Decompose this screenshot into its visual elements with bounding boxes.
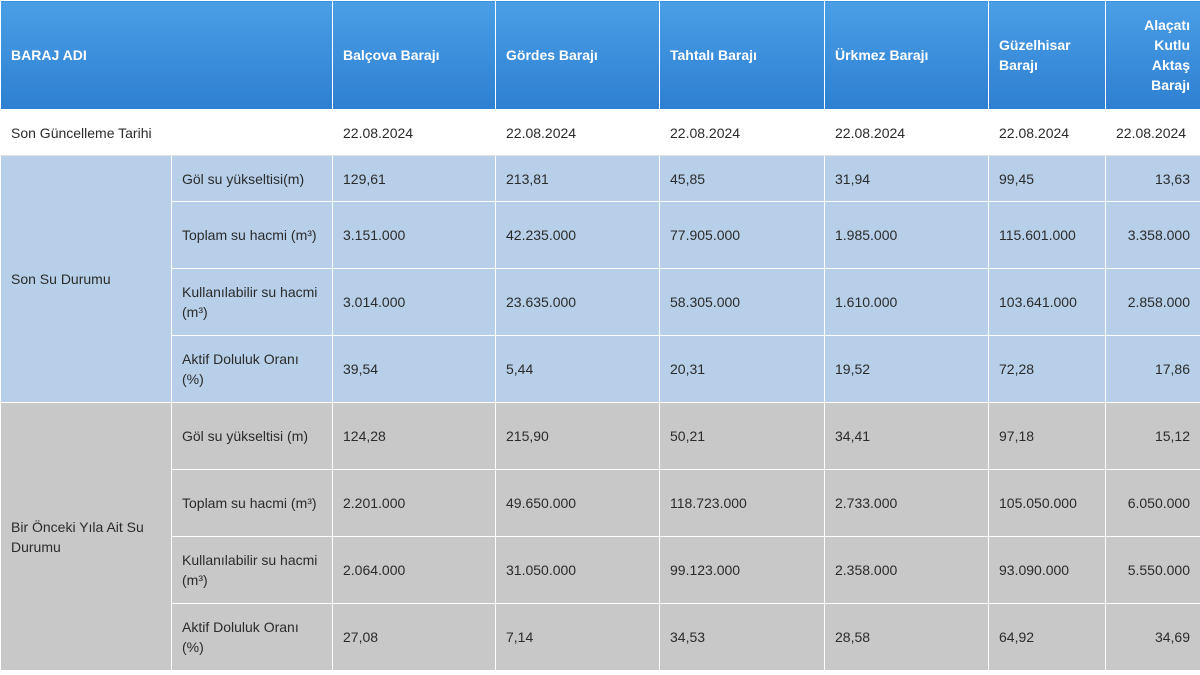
row-label: Toplam su hacmi (m³) <box>171 469 333 537</box>
date-cell: 22.08.2024 <box>988 109 1106 156</box>
value-cell: 39,54 <box>332 335 496 403</box>
table-row: Aktif Doluluk Oranı (%) 27,08 7,14 34,53… <box>1 603 1200 671</box>
value-cell: 34,41 <box>824 402 989 470</box>
value-cell: 115.601.000 <box>988 201 1106 269</box>
value-cell: 215,90 <box>495 402 660 470</box>
row-label: Göl su yükseltisi (m) <box>171 402 333 470</box>
value-cell: 6.050.000 <box>1105 469 1200 537</box>
value-cell: 2.858.000 <box>1105 268 1200 336</box>
date-cell: 22.08.2024 <box>332 109 496 156</box>
dam-header-guzelhisar: Güzelhisar Barajı <box>988 0 1106 110</box>
row-label: Kullanılabilir su hacmi (m³) <box>171 268 333 336</box>
value-cell: 2.201.000 <box>332 469 496 537</box>
value-cell: 3.151.000 <box>332 201 496 269</box>
value-cell: 118.723.000 <box>659 469 825 537</box>
value-cell: 99,45 <box>988 155 1106 202</box>
previous-year-group-label: Bir Önceki Yıla Ait Su Durumu <box>0 402 172 671</box>
value-cell: 1.985.000 <box>824 201 989 269</box>
value-cell: 42.235.000 <box>495 201 660 269</box>
value-cell: 124,28 <box>332 402 496 470</box>
value-cell: 99.123.000 <box>659 536 825 604</box>
dam-header-alacati: Alaçatı Kutlu Aktaş Barajı <box>1105 0 1200 110</box>
value-cell: 23.635.000 <box>495 268 660 336</box>
table-row: Bir Önceki Yıla Ait Su Durumu Göl su yük… <box>0 402 1200 671</box>
value-cell: 45,85 <box>659 155 825 202</box>
table-row: Kullanılabilir su hacmi (m³) 3.014.000 2… <box>1 268 1200 336</box>
value-cell: 34,53 <box>659 603 825 671</box>
value-cell: 129,61 <box>332 155 496 202</box>
value-cell: 19,52 <box>824 335 989 403</box>
dam-header-urkmez: Ürkmez Barajı <box>824 0 989 110</box>
value-cell: 5.550.000 <box>1105 536 1200 604</box>
value-cell: 58.305.000 <box>659 268 825 336</box>
dam-name-header: BARAJ ADI <box>0 0 333 110</box>
row-label: Kullanılabilir su hacmi (m³) <box>171 536 333 604</box>
value-cell: 3.014.000 <box>332 268 496 336</box>
value-cell: 7,14 <box>495 603 660 671</box>
date-cell: 22.08.2024 <box>659 109 825 156</box>
value-cell: 17,86 <box>1105 335 1200 403</box>
value-cell: 15,12 <box>1105 402 1200 470</box>
value-cell: 13,63 <box>1105 155 1200 202</box>
value-cell: 213,81 <box>495 155 660 202</box>
value-cell: 77.905.000 <box>659 201 825 269</box>
last-update-label: Son Güncelleme Tarihi <box>0 109 333 156</box>
value-cell: 27,08 <box>332 603 496 671</box>
value-cell: 103.641.000 <box>988 268 1106 336</box>
dam-header-balcova: Balçova Barajı <box>332 0 496 110</box>
table-row: Kullanılabilir su hacmi (m³) 2.064.000 3… <box>1 536 1200 604</box>
value-cell: 72,28 <box>988 335 1106 403</box>
value-cell: 34,69 <box>1105 603 1200 671</box>
value-cell: 20,31 <box>659 335 825 403</box>
row-label: Göl su yükseltisi(m) <box>171 155 333 202</box>
table-row: Son Su Durumu Göl su yükseltisi(m) 129,6… <box>0 155 1200 403</box>
last-update-row: Son Güncelleme Tarihi 22.08.2024 22.08.2… <box>0 109 1200 156</box>
date-cell: 22.08.2024 <box>495 109 660 156</box>
value-cell: 50,21 <box>659 402 825 470</box>
table-row: Toplam su hacmi (m³) 2.201.000 49.650.00… <box>1 469 1200 537</box>
value-cell: 2.358.000 <box>824 536 989 604</box>
value-cell: 2.733.000 <box>824 469 989 537</box>
row-label: Toplam su hacmi (m³) <box>171 201 333 269</box>
value-cell: 5,44 <box>495 335 660 403</box>
dam-header-tahtali: Tahtalı Barajı <box>659 0 825 110</box>
dam-header-gordes: Gördes Barajı <box>495 0 660 110</box>
value-cell: 64,92 <box>988 603 1106 671</box>
value-cell: 2.064.000 <box>332 536 496 604</box>
value-cell: 105.050.000 <box>988 469 1106 537</box>
value-cell: 49.650.000 <box>495 469 660 537</box>
header-row: BARAJ ADI Balçova Barajı Gördes Barajı T… <box>0 0 1200 110</box>
value-cell: 97,18 <box>988 402 1106 470</box>
current-status-group-label: Son Su Durumu <box>0 155 172 403</box>
date-cell: 22.08.2024 <box>1105 109 1200 156</box>
value-cell: 31,94 <box>824 155 989 202</box>
row-label: Aktif Doluluk Oranı (%) <box>171 603 333 671</box>
date-cell: 22.08.2024 <box>824 109 989 156</box>
value-cell: 93.090.000 <box>988 536 1106 604</box>
row-label: Aktif Doluluk Oranı (%) <box>171 335 333 403</box>
value-cell: 31.050.000 <box>495 536 660 604</box>
table-row: Toplam su hacmi (m³) 3.151.000 42.235.00… <box>1 201 1200 269</box>
value-cell: 3.358.000 <box>1105 201 1200 269</box>
value-cell: 28,58 <box>824 603 989 671</box>
table-row: Aktif Doluluk Oranı (%) 39,54 5,44 20,31… <box>1 335 1200 403</box>
value-cell: 1.610.000 <box>824 268 989 336</box>
